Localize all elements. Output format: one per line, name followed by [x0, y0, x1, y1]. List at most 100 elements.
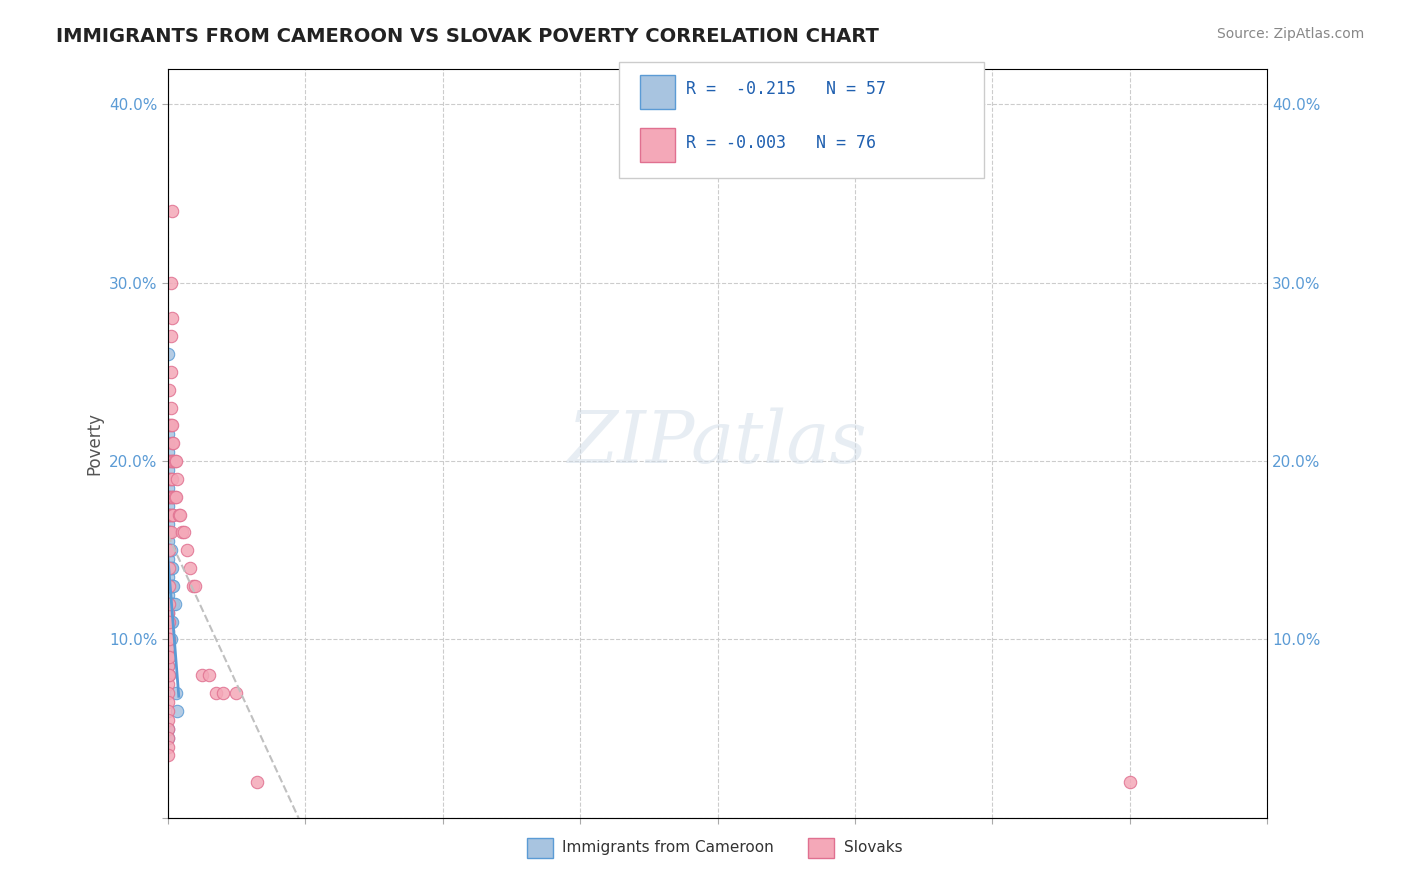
Point — [159, 561, 181, 575]
Point — [157, 668, 180, 682]
Point — [162, 579, 184, 593]
Point — [156, 731, 179, 745]
Point — [156, 695, 179, 709]
Point — [160, 204, 183, 219]
Point — [156, 499, 179, 513]
Point — [156, 579, 179, 593]
Point — [156, 525, 179, 540]
Point — [181, 579, 204, 593]
Point — [160, 561, 183, 575]
Point — [160, 597, 183, 611]
Point — [176, 543, 198, 558]
Point — [165, 686, 187, 700]
Text: IMMIGRANTS FROM CAMEROON VS SLOVAK POVERTY CORRELATION CHART: IMMIGRANTS FROM CAMEROON VS SLOVAK POVER… — [56, 27, 879, 45]
Point — [157, 543, 180, 558]
Point — [198, 668, 221, 682]
Point — [157, 650, 180, 665]
Point — [157, 383, 180, 397]
Point — [156, 463, 179, 477]
Point — [162, 508, 184, 522]
Point — [156, 588, 179, 602]
Text: Immigrants from Cameroon: Immigrants from Cameroon — [562, 840, 775, 855]
Point — [166, 472, 188, 486]
Point — [156, 597, 179, 611]
Point — [170, 525, 193, 540]
Point — [156, 650, 179, 665]
Point — [160, 508, 183, 522]
Point — [162, 490, 184, 504]
Point — [159, 597, 181, 611]
Point — [165, 454, 187, 468]
Point — [156, 668, 179, 682]
Point — [160, 311, 183, 326]
Text: Slovaks: Slovaks — [844, 840, 903, 855]
Point — [159, 276, 181, 290]
Point — [157, 650, 180, 665]
Point — [167, 508, 190, 522]
Text: ZIPatlas: ZIPatlas — [568, 408, 868, 478]
Point — [159, 472, 181, 486]
Point — [191, 668, 214, 682]
Point — [157, 490, 180, 504]
Point — [159, 543, 181, 558]
Y-axis label: Poverty: Poverty — [86, 412, 103, 475]
Point — [156, 722, 179, 736]
Point — [159, 329, 181, 343]
Point — [156, 739, 179, 754]
Point — [157, 490, 180, 504]
Point — [156, 436, 179, 450]
Point — [179, 561, 201, 575]
Point — [159, 615, 181, 629]
Point — [156, 704, 179, 718]
Point — [156, 686, 179, 700]
Point — [156, 347, 179, 361]
Text: R =  -0.215   N = 57: R = -0.215 N = 57 — [686, 80, 886, 98]
Point — [162, 436, 184, 450]
Point — [160, 436, 183, 450]
Point — [156, 641, 179, 656]
Point — [159, 418, 181, 433]
Point — [225, 686, 247, 700]
Point — [157, 472, 180, 486]
Point — [205, 686, 228, 700]
Point — [156, 454, 179, 468]
Point — [163, 454, 186, 468]
Point — [156, 624, 179, 638]
Point — [156, 427, 179, 442]
Point — [156, 508, 179, 522]
Point — [156, 481, 179, 495]
Point — [159, 508, 181, 522]
Point — [160, 418, 183, 433]
Point — [156, 606, 179, 620]
Point — [157, 543, 180, 558]
Point — [159, 490, 181, 504]
Point — [157, 454, 180, 468]
Point — [160, 615, 183, 629]
Point — [173, 525, 195, 540]
Point — [156, 659, 179, 673]
Point — [160, 490, 183, 504]
Point — [156, 490, 179, 504]
Point — [157, 561, 180, 575]
Point — [1119, 775, 1142, 789]
Point — [156, 472, 179, 486]
Point — [211, 686, 233, 700]
Point — [156, 534, 179, 549]
Point — [159, 454, 181, 468]
Point — [157, 615, 180, 629]
Text: R = -0.003   N = 76: R = -0.003 N = 76 — [686, 134, 876, 152]
Point — [160, 454, 183, 468]
Point — [156, 668, 179, 682]
Point — [165, 490, 187, 504]
Point — [156, 659, 179, 673]
Point — [157, 418, 180, 433]
Point — [159, 632, 181, 647]
Point — [163, 597, 186, 611]
Point — [184, 579, 207, 593]
Point — [156, 632, 179, 647]
Point — [157, 525, 180, 540]
Point — [156, 516, 179, 531]
Point — [159, 525, 181, 540]
Point — [156, 570, 179, 584]
Point — [157, 615, 180, 629]
